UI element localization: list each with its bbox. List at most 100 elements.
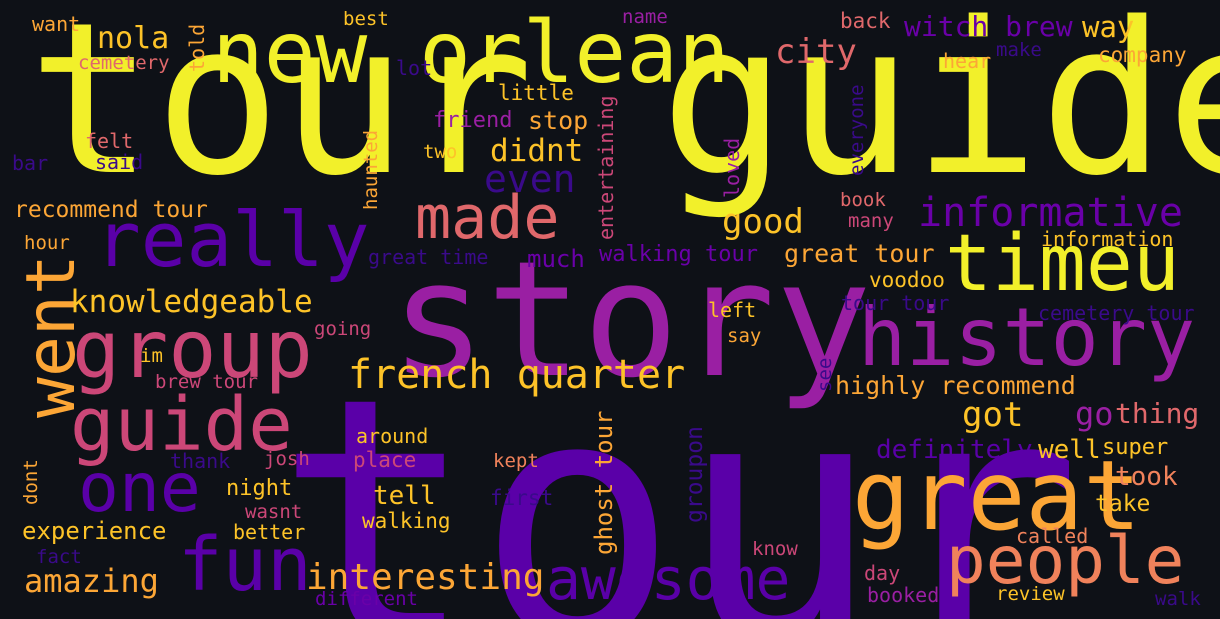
- word-book: book: [840, 189, 886, 211]
- word-amazing: amazing: [24, 562, 159, 600]
- word-thank: thank: [170, 449, 231, 473]
- word-tour-tour: tour tour: [841, 291, 950, 315]
- word-interesting: interesting: [306, 557, 545, 598]
- word-much: much: [527, 245, 585, 273]
- word-people: people: [946, 522, 1185, 599]
- word-around: around: [356, 424, 429, 448]
- word-made: made: [415, 183, 560, 253]
- word-tour: tour: [275, 327, 1082, 619]
- word-super: super: [1102, 435, 1169, 460]
- word-friend: friend: [433, 108, 513, 133]
- word-say: say: [727, 325, 762, 347]
- word-day: day: [864, 561, 901, 585]
- word-guide: guide: [70, 382, 293, 468]
- word-first: first: [490, 486, 554, 510]
- word-history: history: [858, 291, 1196, 384]
- word-want: want: [32, 12, 81, 36]
- word-great-time: great time: [368, 245, 489, 269]
- word-fact: fact: [36, 546, 82, 568]
- word-loved: loved: [720, 137, 744, 198]
- word-good: good: [722, 202, 804, 242]
- word-better: better: [233, 520, 306, 544]
- word-bar: bar: [12, 151, 49, 175]
- word-information: information: [1041, 227, 1174, 251]
- word-told: told: [185, 23, 209, 72]
- word-going: going: [314, 318, 372, 340]
- word-different: different: [315, 588, 418, 610]
- word-brew-tour: brew tour: [155, 371, 258, 393]
- word-booked: booked: [867, 583, 940, 607]
- word-group: group: [72, 303, 313, 396]
- word-informative: informative: [918, 190, 1183, 236]
- word-took: took: [1115, 462, 1178, 492]
- word-kept: kept: [493, 450, 539, 472]
- word-josh: josh: [264, 448, 310, 470]
- word-experience: experience: [22, 517, 167, 545]
- word-knowledgeable: knowledgeable: [70, 284, 313, 320]
- word-see: see: [814, 357, 836, 392]
- word-hour: hour: [24, 232, 70, 254]
- word-voodoo: voodoo: [869, 268, 945, 292]
- word-walking-tour: walking tour: [599, 242, 758, 267]
- word-know: know: [752, 538, 798, 560]
- word-hear: hear: [943, 49, 992, 73]
- word-cemetery-tour: cemetery tour: [1038, 301, 1195, 325]
- word-entertaining: entertaining: [594, 95, 618, 241]
- word-two: two: [423, 141, 458, 163]
- word-tour-guide: tour guide: [28, 0, 1220, 222]
- word-well: well: [1038, 435, 1101, 465]
- word-walk: walk: [1155, 588, 1201, 610]
- word-back: back: [840, 9, 891, 33]
- word-thing: thing: [1115, 397, 1200, 430]
- word-new-orlean: new orlean: [212, 3, 730, 103]
- word-said: said: [95, 150, 144, 174]
- word-haunted: haunted: [360, 129, 382, 210]
- word-cemetery: cemetery: [78, 52, 170, 74]
- word-im: im: [140, 345, 163, 367]
- word-nola: nola: [97, 21, 170, 56]
- word-little: little: [498, 81, 574, 105]
- word-great: great: [852, 440, 1141, 552]
- word-dont: dont: [20, 459, 42, 505]
- word-highly-recommend: highly recommend: [835, 371, 1076, 400]
- word-wasnt: wasnt: [245, 501, 303, 523]
- word-fun: fun: [178, 522, 312, 608]
- word-one: one: [78, 449, 201, 528]
- word-really: really: [95, 195, 370, 284]
- word-best: best: [343, 8, 389, 30]
- word-felt: felt: [85, 129, 134, 153]
- word-witch-brew: witch brew: [904, 10, 1073, 43]
- word-stop: stop: [528, 106, 589, 135]
- word-company: company: [1098, 43, 1187, 67]
- word-called: called: [1016, 524, 1089, 548]
- word-lot: lot: [396, 56, 433, 80]
- word-city: city: [775, 32, 857, 72]
- word-many: many: [848, 210, 894, 232]
- word-recommend-tour: recommend tour: [14, 197, 208, 223]
- word-didnt: didnt: [490, 133, 584, 169]
- word-ghost-tour: ghost tour: [590, 410, 618, 556]
- word-went: went: [12, 254, 91, 418]
- word-definitely: definitely: [876, 435, 1033, 465]
- word-awesome: awesome: [546, 545, 791, 613]
- word-french-quarter: french quarter: [348, 352, 686, 398]
- word-walking: walking: [362, 509, 451, 533]
- word-everyone: everyone: [846, 84, 868, 176]
- word-take: take: [1095, 491, 1151, 517]
- word-tell: tell: [373, 481, 436, 511]
- word-go: go: [1075, 395, 1114, 433]
- word-story: story: [390, 226, 872, 413]
- word-left: left: [708, 298, 757, 322]
- word-got: got: [962, 395, 1024, 435]
- word-name: name: [622, 6, 668, 28]
- word-way: way: [1082, 10, 1135, 44]
- word-place: place: [353, 448, 417, 472]
- word-groupon: groupon: [682, 426, 708, 523]
- word-make: make: [996, 39, 1042, 61]
- word-great-tour: great tour: [784, 239, 935, 268]
- word-even: even: [484, 157, 576, 201]
- word-review: review: [996, 583, 1065, 605]
- word-night: night: [226, 476, 293, 501]
- word-timeu: timeu: [945, 219, 1180, 309]
